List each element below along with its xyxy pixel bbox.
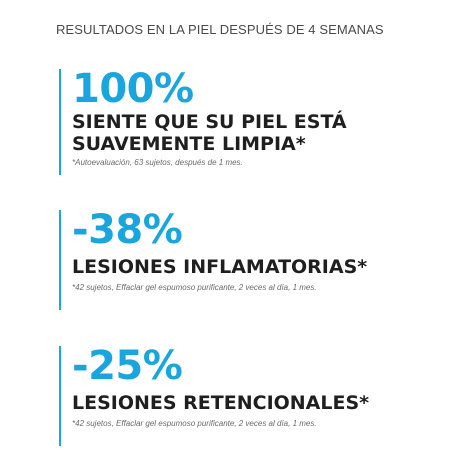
- stat-footnote: *42 sujetos, Effaclar gel espumoso purif…: [72, 283, 317, 292]
- stat-block-clean-skin: 100% SIENTE QUE SU PIEL ESTÁ SUAVEMENTE …: [59, 69, 347, 175]
- stat-footnote: *Autoevaluación, 63 sujetos, después de …: [72, 158, 243, 167]
- stat-block-retentional-lesions: -25% LESIONES RETENCIONALES* *42 sujetos…: [59, 346, 369, 446]
- stat-label-line: LESIONES RETENCIONALES*: [72, 392, 370, 414]
- stat-label-line: SUAVEMENTE LIMPIA*: [72, 133, 306, 155]
- stat-block-inflammatory-lesions: -38% LESIONES INFLAMATORIAS* *42 sujetos…: [59, 210, 367, 310]
- stat-label-line: SIENTE QUE SU PIEL ESTÁ: [72, 111, 347, 133]
- stat-value: -38%: [72, 207, 183, 253]
- stat-label-line: LESIONES INFLAMATORIAS*: [72, 256, 368, 278]
- page-title: RESULTADOS EN LA PIEL DESPUÉS DE 4 SEMAN…: [56, 22, 384, 37]
- stat-value: -25%: [72, 343, 183, 389]
- stat-footnote: *42 sujetos, Effaclar gel espumoso purif…: [72, 419, 317, 428]
- stat-value: 100%: [72, 66, 194, 112]
